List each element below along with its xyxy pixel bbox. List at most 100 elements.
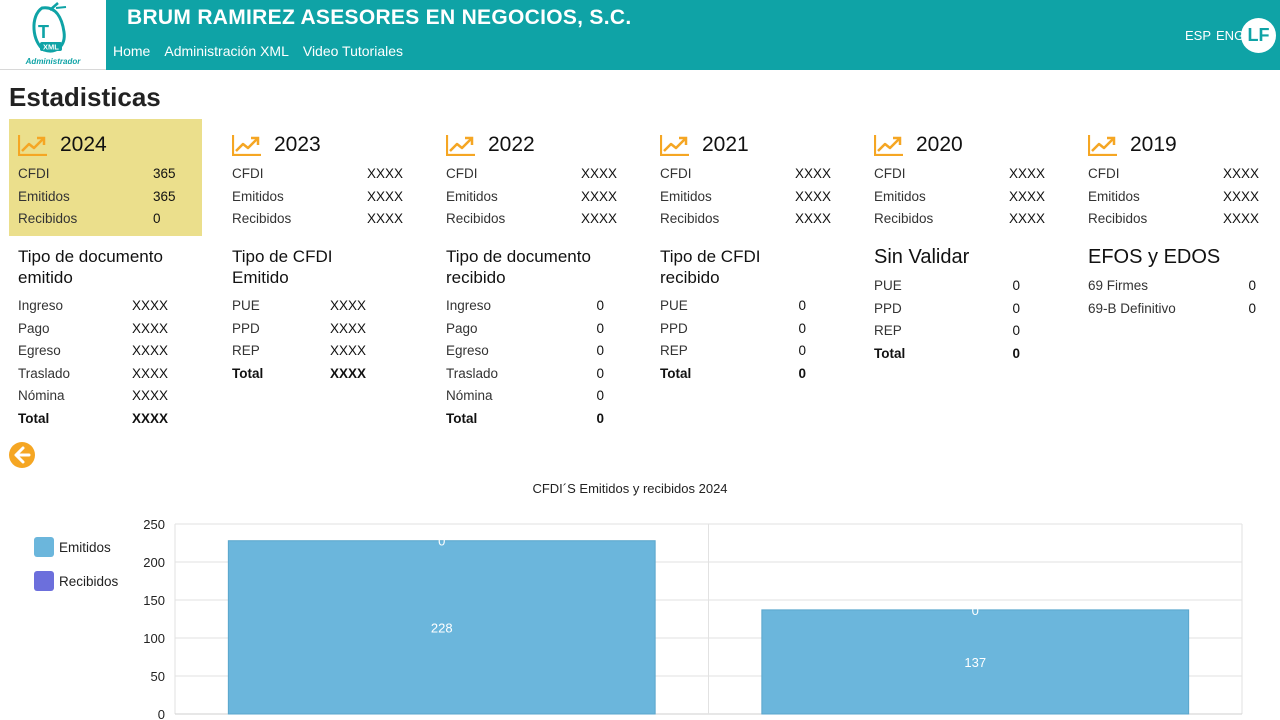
- year-card-2023[interactable]: 2023 CFDI XXXX Emitidos XXXX Recibidos XXXX: [223, 119, 416, 236]
- stat-row: Recibidos XXXX: [232, 208, 407, 231]
- year-header: 2020: [874, 127, 1049, 163]
- section-1: Tipo de CFDI Emitido PUE XXXX PPD XXXX REP XXX…: [232, 246, 366, 385]
- stat-value: XXXX: [581, 188, 618, 204]
- stat-label: CFDI: [446, 166, 478, 181]
- section-row: Egreso 0: [446, 340, 604, 363]
- y-tick-label: 100: [143, 631, 165, 646]
- bar-emitidos: [227, 540, 656, 715]
- total-value: 0: [1012, 345, 1020, 361]
- logo-icon: T XML: [32, 2, 67, 53]
- nav-home[interactable]: Home: [113, 43, 151, 59]
- total-label: Total: [446, 410, 478, 426]
- year-card-2019[interactable]: 2019 CFDI XXXX Emitidos XXXX Recibidos XXXX: [1079, 119, 1272, 236]
- year-card-2020[interactable]: 2020 CFDI XXXX Emitidos XXXX Recibidos XXXX: [865, 119, 1058, 236]
- logo-caption: Administrador: [25, 57, 81, 66]
- section-3: Tipo de CFDI recibido PUE 0 PPD 0 REP 0 Total 0: [660, 246, 806, 385]
- row-value: XXXX: [329, 298, 366, 313]
- bar-value-label: 137: [964, 655, 986, 670]
- section-2: Tipo de documento recibido Ingreso 0 Pago 0 E…: [446, 246, 604, 430]
- stat-label: CFDI: [660, 166, 692, 181]
- legend-recibidos[interactable]: Recibidos: [34, 564, 118, 598]
- stat-label: Emitidos: [660, 188, 712, 204]
- app-header: T XML Administrador BRUM RAMIREZ ASESORE…: [0, 0, 1280, 70]
- stat-label: CFDI: [1088, 166, 1120, 181]
- year-number: 2020: [916, 133, 963, 156]
- row-value: XXXX: [131, 388, 168, 403]
- nav-administracion-xml[interactable]: Administración XML: [164, 43, 289, 59]
- row-label: PPD: [874, 300, 902, 316]
- year-number: 2022: [488, 133, 535, 156]
- stat-row: Recibidos XXXX: [1088, 208, 1263, 231]
- svg-text:T: T: [38, 22, 49, 42]
- trend-up-icon: [232, 135, 261, 156]
- row-label: Pago: [446, 320, 478, 336]
- year-card-2021[interactable]: 2021 CFDI XXXX Emitidos XXXX Recibidos XXXX: [651, 119, 844, 236]
- row-value: 0: [1012, 278, 1020, 293]
- row-label: REP: [232, 343, 260, 358]
- row-value: 0: [1012, 323, 1020, 338]
- section-total: Total XXXX: [232, 363, 366, 386]
- section-row: REP XXXX: [232, 340, 366, 363]
- row-value: XXXX: [131, 343, 168, 358]
- year-number: 2019: [1130, 133, 1177, 156]
- section-row: REP 0: [874, 320, 1020, 343]
- stat-row: Emitidos XXXX: [1088, 186, 1263, 209]
- row-label: Egreso: [18, 343, 61, 358]
- back-button[interactable]: [9, 442, 35, 468]
- section-row: Ingreso XXXX: [18, 295, 168, 318]
- language-switcher: ESP ENG: [1185, 28, 1244, 43]
- row-value: XXXX: [329, 343, 366, 358]
- year-card-2024[interactable]: 2024 CFDI 365 Emitidos 365 Recibidos 0: [9, 119, 202, 236]
- section-row: PPD 0: [874, 298, 1020, 321]
- section-title: EFOS y EDOS: [1088, 246, 1221, 268]
- row-value: 0: [1012, 300, 1020, 316]
- section-0: Tipo de documento emitido Ingreso XXXX Pago…: [18, 246, 168, 430]
- section-row: Ingreso 0: [446, 295, 604, 318]
- section-title: Tipo de CFDI Emitido: [232, 247, 333, 287]
- stat-value: XXXX: [581, 166, 618, 181]
- stat-value: 365: [153, 166, 176, 181]
- app-logo[interactable]: T XML Administrador: [0, 0, 106, 70]
- lang-esp[interactable]: ESP: [1185, 28, 1212, 43]
- stat-row: CFDI XXXX: [232, 163, 407, 186]
- section-row: PUE 0: [660, 295, 806, 318]
- row-value: 0: [596, 343, 604, 358]
- trend-up-icon: [660, 135, 689, 156]
- legend-label: Emitidos: [59, 539, 111, 555]
- nav-video-tutoriales[interactable]: Video Tutoriales: [302, 43, 403, 59]
- row-value: 0: [798, 298, 806, 313]
- stat-label: Recibidos: [874, 211, 934, 226]
- stat-value: XXXX: [367, 188, 404, 204]
- chart-title: CFDI´S Emitidos y recibidos 2024: [532, 481, 728, 496]
- row-label: REP: [874, 323, 902, 338]
- row-label: Ingreso: [18, 298, 64, 313]
- stat-value: XXXX: [795, 166, 832, 181]
- lang-eng[interactable]: ENG: [1216, 28, 1245, 43]
- row-label: PUE: [232, 298, 260, 313]
- legend-emitidos[interactable]: Emitidos: [34, 530, 118, 564]
- stat-label: CFDI: [874, 166, 906, 181]
- section-row: PPD 0: [660, 318, 806, 341]
- row-label: 69-B Definitivo: [1088, 300, 1176, 316]
- stat-value: XXXX: [1223, 211, 1260, 226]
- stat-label: CFDI: [232, 166, 264, 181]
- section-row: PUE XXXX: [232, 295, 366, 318]
- row-label: Traslado: [446, 365, 499, 381]
- row-value: 0: [1248, 278, 1256, 293]
- stat-label: Emitidos: [18, 188, 70, 204]
- section-row: Traslado XXXX: [18, 363, 168, 386]
- total-label: Total: [18, 410, 50, 426]
- stat-row: Recibidos XXXX: [874, 208, 1049, 231]
- chart-legend: Emitidos Recibidos: [34, 530, 118, 598]
- stat-label: Emitidos: [874, 188, 926, 204]
- legend-swatch-recibidos: [34, 571, 54, 591]
- year-card-2022[interactable]: 2022 CFDI XXXX Emitidos XXXX Recibidos XXXX: [437, 119, 630, 236]
- section-row: Traslado 0: [446, 363, 604, 386]
- user-avatar[interactable]: LF: [1241, 18, 1276, 53]
- row-label: Pago: [18, 320, 50, 336]
- stat-row: CFDI 365: [18, 163, 193, 186]
- stat-row: Emitidos XXXX: [660, 186, 835, 209]
- row-label: Egreso: [446, 343, 489, 358]
- section-row: REP 0: [660, 340, 806, 363]
- stat-row: Recibidos 0: [18, 208, 193, 231]
